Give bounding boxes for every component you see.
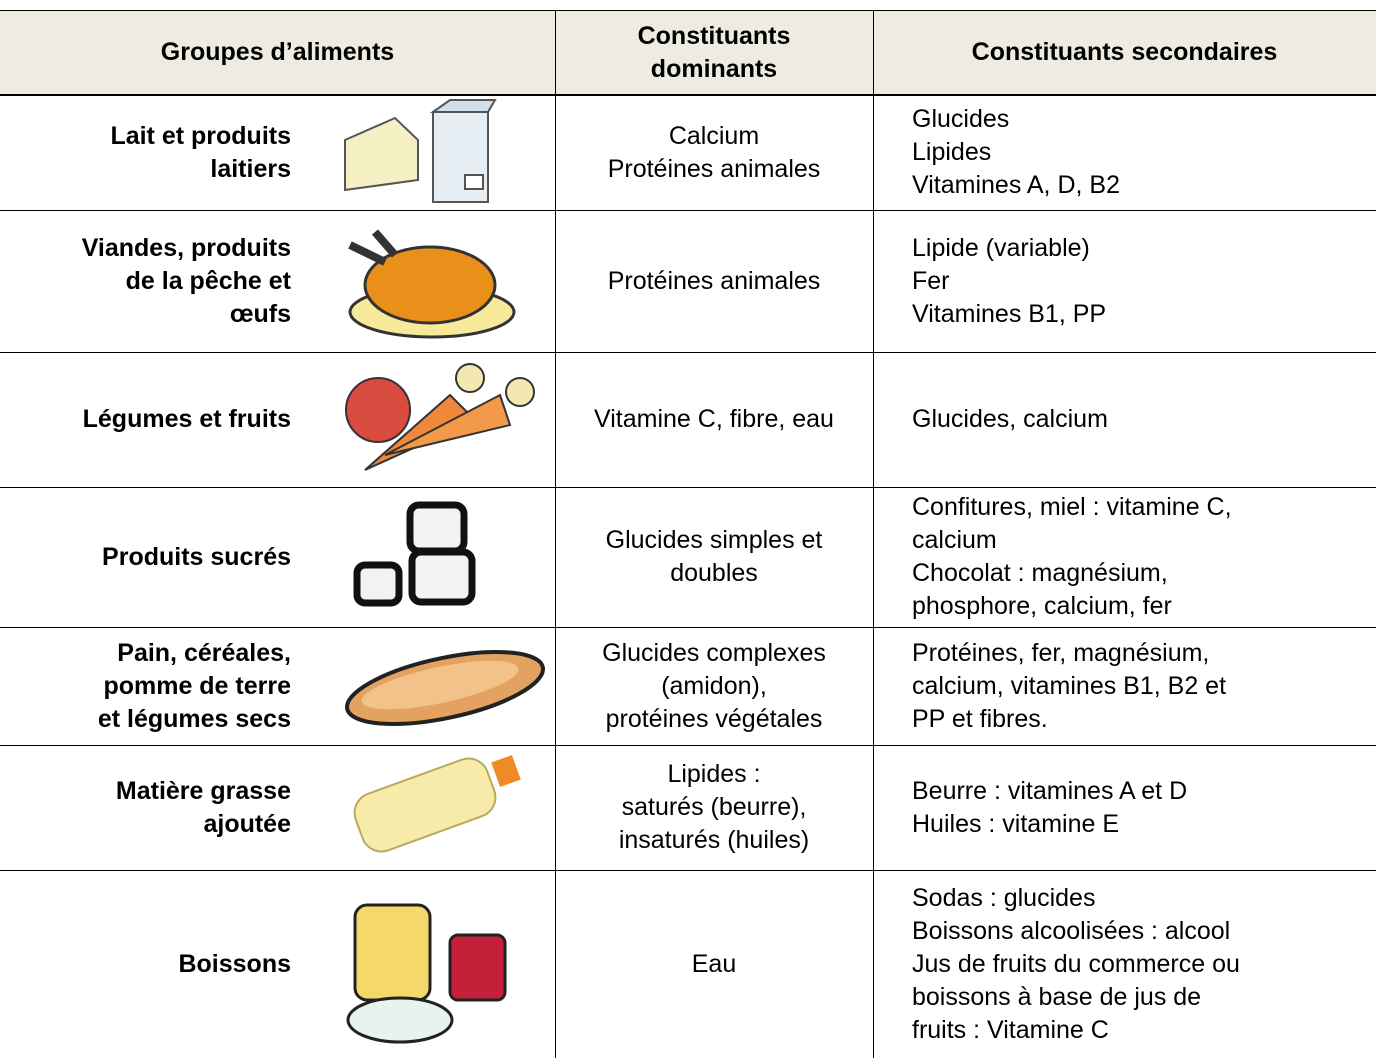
text-line: Glucides (912, 105, 1010, 133)
header-cell: Constituants secondaires (873, 10, 1376, 95)
dominant-cell: Glucides simples et doubles (555, 487, 873, 627)
rule (0, 94, 1376, 96)
secondary-cell: Sodas : glucides Boissons alcoolisées : a… (912, 870, 1372, 1058)
text-line: Boissons alcoolisées : alcool (912, 916, 1231, 945)
group-cell: Produits sucrés (0, 487, 291, 627)
rule (0, 210, 1376, 211)
text-line: de la pêche et (125, 266, 291, 295)
secondary-cell: Beurre : vitamines A et D Huiles : vitami… (912, 745, 1372, 870)
text-line: Jus de fruits du commerce ou (912, 949, 1240, 978)
text-line: Constituants secondaires (971, 38, 1278, 66)
secondary-cell: Protéines, fer, magnésium, calcium, vitam… (912, 627, 1372, 745)
text-line: Groupes d’aliments (160, 38, 395, 66)
text-line: Lipides (912, 138, 992, 166)
text-line: Pain, céréales, (117, 638, 291, 667)
rule (555, 10, 556, 1058)
text-line: pomme de terre (103, 671, 291, 700)
dominant-cell: Eau (555, 870, 873, 1058)
text-line: Protéines animales (607, 154, 821, 183)
text-line: Vitamines B1, PP (912, 299, 1107, 328)
text-line: Sodas : glucides (912, 883, 1096, 912)
text-line: Beurre : vitamines A et D (912, 776, 1188, 805)
text-line: et légumes secs (97, 704, 291, 733)
text-line: saturés (beurre), (621, 793, 807, 821)
text-line: doubles (670, 559, 758, 587)
text-line: calcium (912, 526, 997, 554)
header-cell: Constituants dominants (555, 10, 873, 95)
group-cell: Lait et produits laitiers (0, 95, 291, 210)
header-cell: Groupes d’aliments (0, 10, 555, 95)
text-line: Vitamines A, D, B2 (912, 171, 1120, 199)
header-bg (0, 10, 1376, 95)
rule (873, 10, 874, 1058)
text-line: ajoutée (203, 809, 291, 838)
text-line: Produits sucrés (102, 542, 291, 571)
dominant-cell: Protéines animales (555, 210, 873, 352)
text-line: Huiles : vitamine E (912, 809, 1120, 838)
text-line: Lipides : (667, 760, 761, 788)
sugar-icon (353, 501, 476, 607)
rule (0, 10, 1376, 11)
text-line: laitiers (210, 154, 291, 183)
text-line: protéines végétales (605, 704, 823, 733)
rule (0, 870, 1376, 871)
text-line: Constituants (637, 21, 791, 50)
text-line: Vitamine C, fibre, eau (594, 405, 834, 433)
text-line: fruits : Vitamine C (912, 1015, 1109, 1044)
text-line: Calcium (668, 121, 760, 150)
dominant-cell: Lipides : saturés (beurre), insaturés (hui… (555, 745, 873, 870)
text-line: dominants (650, 54, 778, 83)
drinks-icon (346, 903, 507, 1044)
rule (0, 352, 1376, 353)
group-cell: Boissons (0, 870, 291, 1058)
text-line: Protéines, fer, magnésium, (912, 638, 1210, 667)
text-line: Fer (912, 266, 950, 295)
group-cell: Matière grasse ajoutée (0, 745, 291, 870)
secondary-cell: Lipide (variable) Fer Vitamines B1, PP (912, 210, 1372, 352)
group-cell: Viandes, produits de la pêche et œufs (0, 210, 291, 352)
text-line: œufs (229, 299, 291, 328)
rule (0, 487, 1376, 488)
group-cell: Pain, céréales, pomme de terre et légumes … (0, 627, 291, 745)
rule (0, 627, 1376, 628)
text-line: calcium, vitamines B1, B2 et (912, 671, 1227, 700)
text-line: Légumes et fruits (82, 405, 291, 433)
text-line: Glucides simples et (605, 526, 823, 554)
dairy-icon (344, 99, 497, 203)
rule (0, 745, 1376, 746)
secondary-cell: Glucides, calcium (912, 352, 1372, 487)
text-line: insaturés (huiles) (618, 826, 810, 854)
dominant-cell: Calcium Protéines animales (555, 95, 873, 210)
text-line: Eau (691, 949, 737, 978)
text-line: Confitures, miel : vitamine C, (912, 493, 1232, 521)
text-line: Protéines animales (607, 266, 821, 295)
dominant-cell: Vitamine C, fibre, eau (555, 352, 873, 487)
secondary-cell: Glucides Lipides Vitamines A, D, B2 (912, 95, 1372, 210)
text-line: PP et fibres. (912, 704, 1048, 733)
text-line: Lait et produits (110, 121, 291, 150)
vegetables-icon (345, 363, 535, 471)
oil-icon (353, 755, 521, 853)
text-line: phosphore, calcium, fer (912, 592, 1172, 620)
text-line: Glucides, calcium (912, 405, 1108, 433)
chicken-icon (348, 229, 516, 339)
text-line: Lipide (variable) (912, 233, 1090, 262)
bread-icon (344, 650, 546, 726)
text-line: Matière grasse (115, 776, 291, 805)
group-cell: Légumes et fruits (0, 352, 291, 487)
dominant-cell: Glucides complexes (amidon), protéines vég… (555, 627, 873, 745)
text-line: Viandes, produits (81, 233, 291, 262)
text-line: Chocolat : magnésium, (912, 559, 1168, 587)
text-line: boissons à base de jus de (912, 982, 1202, 1011)
text-line: Glucides complexes (602, 638, 826, 667)
secondary-cell: Confitures, miel : vitamine C, calcium Cho… (912, 487, 1372, 627)
text-line: (amidon), (661, 671, 767, 700)
text-line: Boissons (178, 949, 291, 978)
